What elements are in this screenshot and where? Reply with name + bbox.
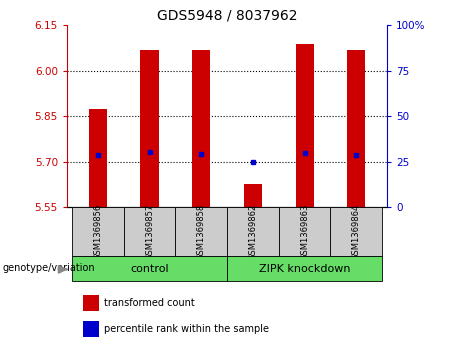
Bar [244,184,262,207]
Bar [83,321,99,337]
Bar [347,50,365,207]
Text: percentile rank within the sample: percentile rank within the sample [104,323,269,334]
Text: genotype/variation: genotype/variation [2,263,95,273]
Bar [296,44,313,207]
Text: GSM1369862: GSM1369862 [248,203,257,260]
Bar [192,50,210,207]
Bar [83,295,99,311]
Text: GSM1369856: GSM1369856 [93,203,102,260]
Bar [72,256,227,281]
Bar [227,256,382,281]
Bar [175,207,227,256]
Bar [141,50,159,207]
Title: GDS5948 / 8037962: GDS5948 / 8037962 [157,9,297,23]
Text: GSM1369863: GSM1369863 [300,203,309,260]
Text: GSM1369857: GSM1369857 [145,203,154,260]
Text: control: control [130,264,169,274]
Bar [72,207,124,256]
Bar [124,207,175,256]
Bar [331,207,382,256]
Text: GSM1369864: GSM1369864 [352,203,361,260]
Bar [89,109,107,207]
Text: transformed count: transformed count [104,298,195,308]
Text: GSM1369858: GSM1369858 [197,203,206,260]
Bar [227,207,279,256]
Bar [279,207,331,256]
Text: ZIPK knockdown: ZIPK knockdown [259,264,350,274]
